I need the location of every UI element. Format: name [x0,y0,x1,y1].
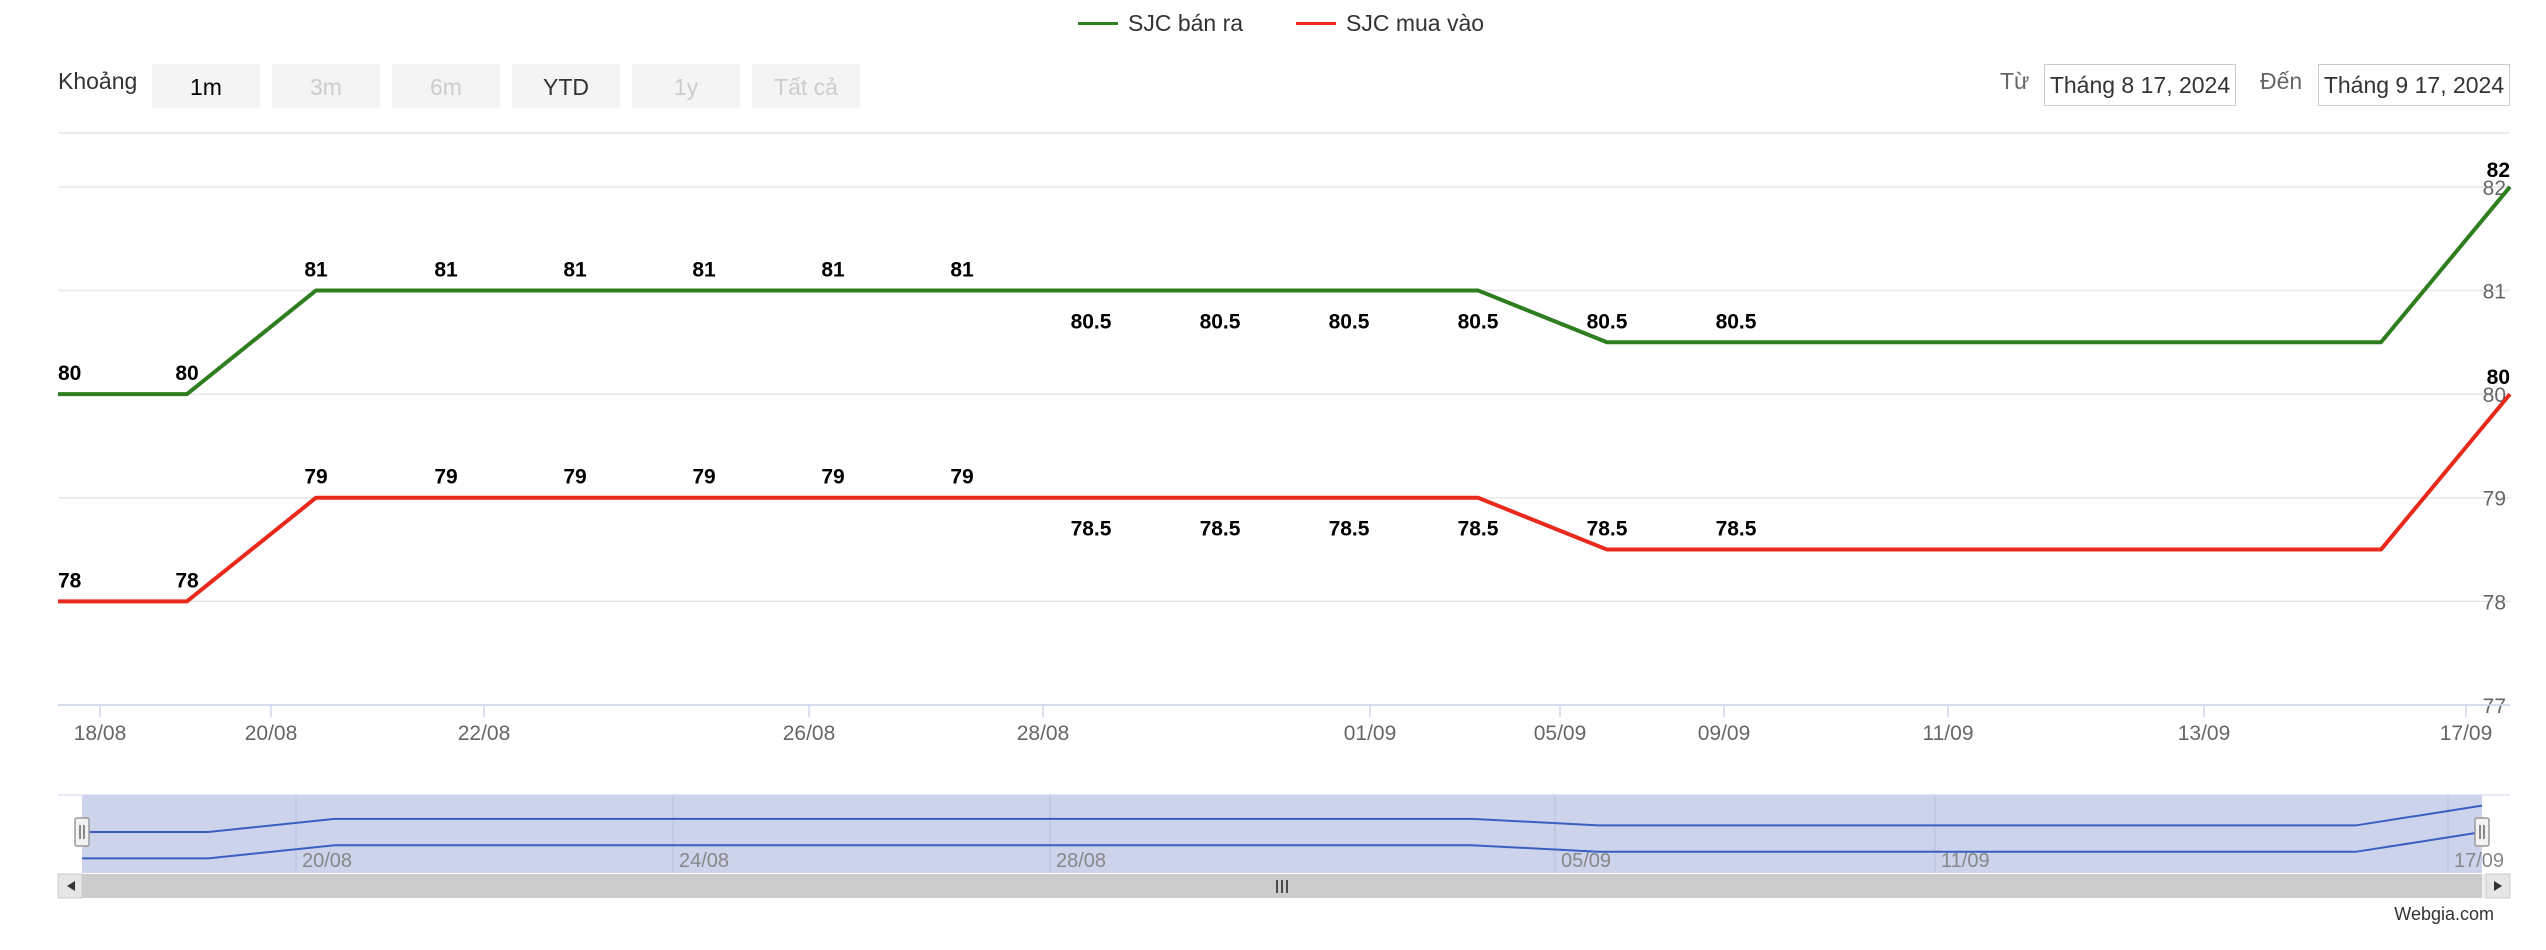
navigator-tick-label: 17/09 [2454,850,2504,872]
y-tick-label: 78 [2483,591,2506,614]
data-label: 79 [563,466,586,489]
data-label: 79 [821,466,844,489]
data-label: 80 [58,362,81,385]
navigator-right-handle[interactable] [2474,817,2490,847]
x-tick-label: 18/08 [74,722,127,745]
x-tick-label: 13/09 [2178,722,2231,745]
data-label: 81 [950,258,974,281]
data-label: 80.5 [1071,310,1112,333]
scrollbar-grip-icon: III [1274,877,1289,897]
data-label: 79 [304,466,327,489]
data-label: 78 [175,569,199,592]
y-tick-label: 82 [2483,177,2506,200]
x-tick-label: 17/09 [2440,722,2493,745]
data-label: 79 [950,466,973,489]
range-button-all[interactable]: Tất cả [752,64,860,108]
scrollbar-thumb[interactable] [82,874,2482,898]
data-label: 80 [2487,366,2510,389]
series-sjc-ban-ra-line [58,185,2512,397]
date-to-input[interactable] [2318,64,2510,106]
navigator-tick-label: 11/09 [1941,850,1990,872]
date-from-label: Từ [2000,68,2030,94]
arrow-left-icon [67,881,75,891]
navigator-tick-label: 24/08 [679,850,729,872]
date-from-input[interactable] [2044,64,2236,106]
range-button-3m[interactable]: 3m [272,64,380,108]
data-label: 81 [692,258,716,281]
data-label: 81 [304,258,328,281]
y-tick-label: 81 [2483,280,2506,303]
data-label: 81 [563,258,587,281]
legend-item-sjc-mua-vao[interactable]: SJC mua vào [1296,8,1484,38]
data-label: 80.5 [1716,310,1757,333]
data-label: 78.5 [1587,518,1628,541]
range-selector-label: Khoảng [58,68,138,94]
data-label: 80.5 [1458,310,1499,333]
y-tick-label: 79 [2483,488,2506,511]
navigator-tick-label: 20/08 [302,850,352,872]
data-label: 78.5 [1071,518,1112,541]
data-label: 81 [821,258,845,281]
data-label: 80.5 [1587,310,1628,333]
range-button-6m[interactable]: 6m [392,64,500,108]
data-label: 82 [2487,159,2510,182]
arrow-right-icon [2494,881,2502,891]
data-label: 80 [175,362,198,385]
data-label: 79 [692,466,715,489]
navigator-series-mua-vao [82,831,2483,860]
data-label: 78.5 [1716,518,1757,541]
y-tick-label: 80 [2483,384,2506,407]
legend-swatch-green-icon [1078,21,1118,25]
x-tick-label: 09/09 [1698,722,1751,745]
x-tick-label: 26/08 [783,722,836,745]
data-label: 78 [58,569,82,592]
legend-swatch-red-icon [1296,21,1336,25]
data-label: 78.5 [1329,518,1370,541]
x-tick-label: 28/08 [1017,722,1070,745]
x-tick-label: 01/09 [1344,722,1397,745]
series-sjc-mua-vao-line [58,392,2512,604]
data-label: 78.5 [1458,518,1499,541]
credit-link[interactable]: Webgia.com [2394,904,2494,924]
x-tick-label: 22/08 [458,722,511,745]
navigator-mask [82,795,2482,873]
legend-label: SJC mua vào [1346,9,1485,36]
data-label: 80.5 [1329,310,1370,333]
data-label: 80.5 [1200,310,1241,333]
x-tick-label: 20/08 [245,722,298,745]
navigator-tick-label: 05/09 [1561,850,1611,872]
legend-item-sjc-ban-ra[interactable]: SJC bán ra [1078,8,1243,38]
y-tick-label: 77 [2483,695,2506,718]
navigator-tick-label: 28/08 [1056,850,1106,872]
legend-label: SJC bán ra [1128,9,1244,36]
range-button-ytd[interactable]: YTD [512,64,620,108]
scrollbar-left-button[interactable] [57,873,83,899]
navigator-series-ban-ra [82,804,2483,834]
data-label: 81 [434,258,458,281]
data-label: 79 [434,466,457,489]
navigator-left-handle[interactable] [74,817,90,847]
data-label: 78.5 [1200,518,1241,541]
range-button-1y[interactable]: 1y [632,64,740,108]
date-to-label: Đến [2260,68,2303,94]
x-tick-label: 05/09 [1534,722,1587,745]
scrollbar-right-button[interactable] [2485,873,2511,899]
x-tick-label: 11/09 [1923,722,1974,745]
range-button-1m[interactable]: 1m [152,64,260,108]
